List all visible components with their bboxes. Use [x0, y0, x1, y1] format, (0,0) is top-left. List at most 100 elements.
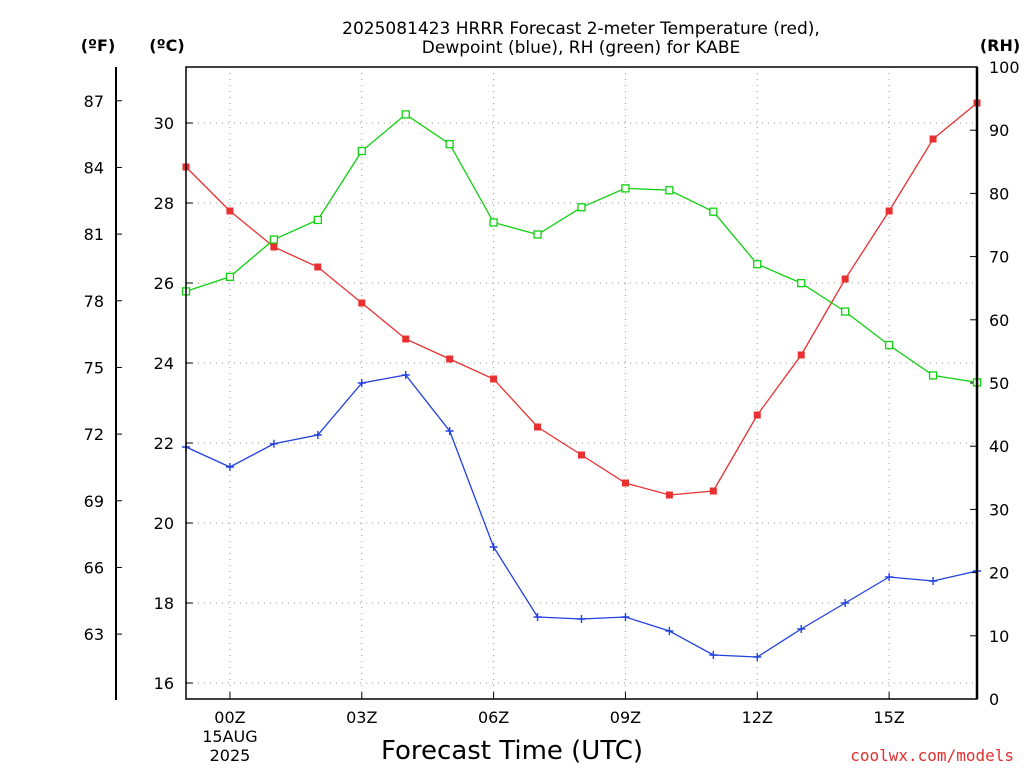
chart-title-line2: Dewpoint (blue), RH (green) for KABE [422, 38, 740, 58]
temperature-point [534, 423, 542, 431]
series-layer [181, 99, 982, 661]
celsius-unit-label: (ºC) [149, 36, 184, 55]
dewpoint-point [929, 577, 938, 585]
temperature-point [841, 275, 849, 283]
rh-point [313, 215, 322, 225]
rh-point [841, 307, 850, 316]
rh-axis: 0 10 20 30 40 50 60 70 80 90 100 [970, 58, 1020, 709]
plot-frame [185, 66, 978, 700]
dewpoint-line [185, 374, 978, 658]
temperature-point [358, 299, 366, 307]
grid-layer [186, 67, 977, 699]
x-tick-date-label: 15AUG [202, 727, 257, 746]
fahrenheit-tick-label: 78 [84, 292, 104, 311]
rh-tick-label: 80 [989, 184, 1009, 203]
dewpoint-point [401, 371, 410, 379]
temperature-line [185, 102, 978, 496]
temperature-point [402, 335, 410, 343]
dewpoint-point [269, 439, 278, 448]
rh-line [185, 113, 978, 384]
celsius-tick-label: 20 [154, 514, 174, 533]
rh-point [884, 340, 894, 350]
x-tick-label: 00Z [214, 708, 245, 727]
rh-point [357, 146, 366, 156]
fahrenheit-tick-label: 81 [84, 225, 104, 244]
rh-tick-label: 90 [989, 121, 1009, 140]
celsius-tick-label: 30 [154, 114, 174, 133]
fahrenheit-tick-label: 75 [84, 358, 104, 377]
rh-tick-label: 10 [989, 627, 1009, 646]
dewpoint-point [841, 599, 850, 607]
temperature-point [709, 487, 717, 495]
dewpoint-point [445, 427, 454, 435]
rh-tick-label: 70 [989, 248, 1009, 267]
temperature-point [753, 411, 761, 419]
rh-point [577, 203, 586, 212]
rh-point [533, 230, 542, 239]
dewpoint-point [533, 613, 542, 621]
rh-point [753, 260, 762, 269]
temperature-point [490, 375, 498, 383]
dewpoint-point [313, 431, 322, 439]
temperature-point [621, 479, 629, 487]
dewpoint-point [621, 613, 630, 621]
temperature-point [446, 355, 454, 363]
celsius-tick-label: 18 [154, 594, 174, 613]
rh-tick-label: 30 [989, 500, 1009, 519]
dewpoint-point [489, 543, 498, 551]
temperature-point [885, 207, 893, 215]
celsius-tick-label: 22 [154, 434, 174, 453]
dewpoint-point [577, 615, 586, 623]
dewpoint-point [665, 627, 674, 635]
rh-tick-label: 100 [989, 58, 1020, 77]
fahrenheit-axis: 63 66 69 72 75 78 81 84 87 [84, 92, 122, 644]
x-tick-label: 09Z [610, 708, 641, 727]
rh-tick-label: 50 [989, 374, 1009, 393]
temperature-point [314, 263, 322, 271]
rh-point [709, 207, 718, 216]
x-tick-label: 12Z [742, 708, 773, 727]
temperature-point [578, 451, 585, 459]
rh-point [269, 235, 279, 244]
rh-point [445, 139, 454, 149]
celsius-tick-label: 16 [154, 674, 174, 693]
fahrenheit-unit-label: (ºF) [81, 36, 116, 55]
rh-point [665, 186, 674, 195]
dewpoint-point [797, 625, 806, 633]
celsius-tick-label: 24 [154, 354, 174, 373]
rh-point [225, 272, 235, 281]
dewpoint-point [225, 463, 234, 471]
fahrenheit-tick-label: 63 [84, 625, 104, 644]
rh-tick-label: 0 [989, 690, 999, 709]
x-tick-year-label: 2025 [210, 746, 251, 765]
rh-tick-label: 60 [989, 311, 1009, 330]
fahrenheit-tick-label: 66 [84, 558, 104, 577]
chart-title-line1: 2025081423 HRRR Forecast 2-meter Tempera… [342, 19, 820, 39]
x-axis-label: Forecast Time (UTC) [381, 736, 643, 766]
fahrenheit-tick-label: 87 [84, 92, 104, 111]
dewpoint-point [709, 651, 718, 659]
temperature-point [226, 207, 234, 215]
celsius-tick-label: 28 [154, 194, 174, 213]
temperature-point [929, 135, 937, 143]
dewpoint-point [357, 379, 366, 387]
rh-tick-label: 20 [989, 564, 1009, 583]
x-tick-label: 15Z [873, 708, 904, 727]
rh-point [489, 218, 498, 227]
temperature-point [270, 243, 278, 251]
temperature-point [665, 491, 673, 499]
celsius-tick-label: 26 [154, 274, 174, 293]
credit-text: coolwx.com/models [850, 746, 1014, 765]
fahrenheit-tick-label: 84 [84, 158, 104, 177]
rh-point [928, 371, 938, 380]
rh-point [621, 184, 630, 193]
temperature-point [797, 351, 805, 359]
fahrenheit-tick-label: 72 [84, 425, 104, 444]
dewpoint-point [753, 653, 762, 661]
rh-tick-label: 40 [989, 437, 1009, 456]
rh-point [797, 278, 806, 288]
x-tick-label: 03Z [346, 708, 377, 727]
rh-point [401, 110, 410, 119]
